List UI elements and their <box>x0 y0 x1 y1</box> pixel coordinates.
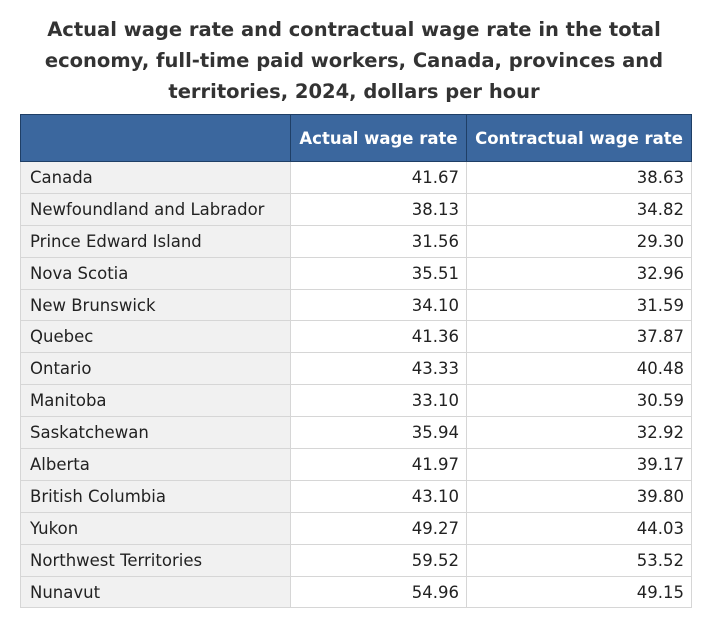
table-row: Nunavut 54.96 49.15 <box>20 575 692 609</box>
actual-wage-cell: 31.56 <box>290 224 467 258</box>
actual-wage-cell: 43.33 <box>290 352 467 386</box>
region-cell: Northwest Territories <box>20 543 291 577</box>
actual-wage-cell: 41.67 <box>290 161 467 194</box>
contractual-wage-cell: 39.17 <box>466 448 692 481</box>
region-cell: Quebec <box>20 320 291 354</box>
actual-wage-cell: 38.13 <box>290 192 467 226</box>
contractual-wage-cell: 39.80 <box>466 479 692 513</box>
contractual-wage-cell: 32.92 <box>466 416 692 450</box>
region-cell: Canada <box>20 161 291 194</box>
table-row: British Columbia 43.10 39.80 <box>20 479 692 513</box>
contractual-wage-cell: 31.59 <box>466 288 692 322</box>
table-row: Manitoba 33.10 30.59 <box>20 384 692 418</box>
table-row: Northwest Territories 59.52 53.52 <box>20 543 692 577</box>
actual-wage-cell: 49.27 <box>290 511 467 545</box>
contractual-wage-cell: 32.96 <box>466 256 692 290</box>
table-row: New Brunswick 34.10 31.59 <box>20 288 692 322</box>
table-row: Yukon 49.27 44.03 <box>20 511 692 545</box>
table-row: Canada 41.67 38.63 <box>20 161 692 194</box>
contractual-wage-cell: 30.59 <box>466 384 692 418</box>
actual-wage-cell: 35.94 <box>290 416 467 450</box>
region-cell: Manitoba <box>20 384 291 418</box>
header-row: Actual wage rate Contractual wage rate <box>20 114 692 162</box>
actual-wage-cell: 35.51 <box>290 256 467 290</box>
region-cell: Saskatchewan <box>20 416 291 450</box>
table-body: Canada 41.67 38.63 Newfoundland and Labrado… <box>20 161 692 609</box>
table-row: Quebec 41.36 37.87 <box>20 320 692 354</box>
actual-wage-cell: 41.36 <box>290 320 467 354</box>
actual-wage-cell: 54.96 <box>290 575 467 609</box>
region-cell: New Brunswick <box>20 288 291 322</box>
wage-table: Actual wage rate Contractual wage rate C… <box>20 114 692 609</box>
table-row: Newfoundland and Labrador 38.13 34.82 <box>20 192 692 226</box>
table-row: Nova Scotia 35.51 32.96 <box>20 256 692 290</box>
header-actual-wage-rate: Actual wage rate <box>290 114 467 162</box>
actual-wage-cell: 34.10 <box>290 288 467 322</box>
region-cell: Yukon <box>20 511 291 545</box>
region-cell: British Columbia <box>20 479 291 513</box>
chart-title: Actual wage rate and contractual wage ra… <box>44 18 664 103</box>
contractual-wage-cell: 38.63 <box>466 161 692 194</box>
region-cell: Newfoundland and Labrador <box>20 192 291 226</box>
actual-wage-cell: 41.97 <box>290 448 467 481</box>
table-row: Saskatchewan 35.94 32.92 <box>20 416 692 450</box>
header-contractual-wage-rate: Contractual wage rate <box>466 114 692 162</box>
header-region <box>20 114 291 162</box>
contractual-wage-cell: 37.87 <box>466 320 692 354</box>
table-row: Prince Edward Island 31.56 29.30 <box>20 224 692 258</box>
table-row: Alberta 41.97 39.17 <box>20 448 692 481</box>
table-row: Ontario 43.33 40.48 <box>20 352 692 386</box>
actual-wage-cell: 33.10 <box>290 384 467 418</box>
contractual-wage-cell: 49.15 <box>466 575 692 609</box>
contractual-wage-cell: 29.30 <box>466 224 692 258</box>
region-cell: Nunavut <box>20 575 291 609</box>
contractual-wage-cell: 44.03 <box>466 511 692 545</box>
contractual-wage-cell: 34.82 <box>466 192 692 226</box>
region-cell: Ontario <box>20 352 291 386</box>
contractual-wage-cell: 53.52 <box>466 543 692 577</box>
region-cell: Alberta <box>20 448 291 481</box>
region-cell: Prince Edward Island <box>20 224 291 258</box>
contractual-wage-cell: 40.48 <box>466 352 692 386</box>
region-cell: Nova Scotia <box>20 256 291 290</box>
actual-wage-cell: 59.52 <box>290 543 467 577</box>
actual-wage-cell: 43.10 <box>290 479 467 513</box>
